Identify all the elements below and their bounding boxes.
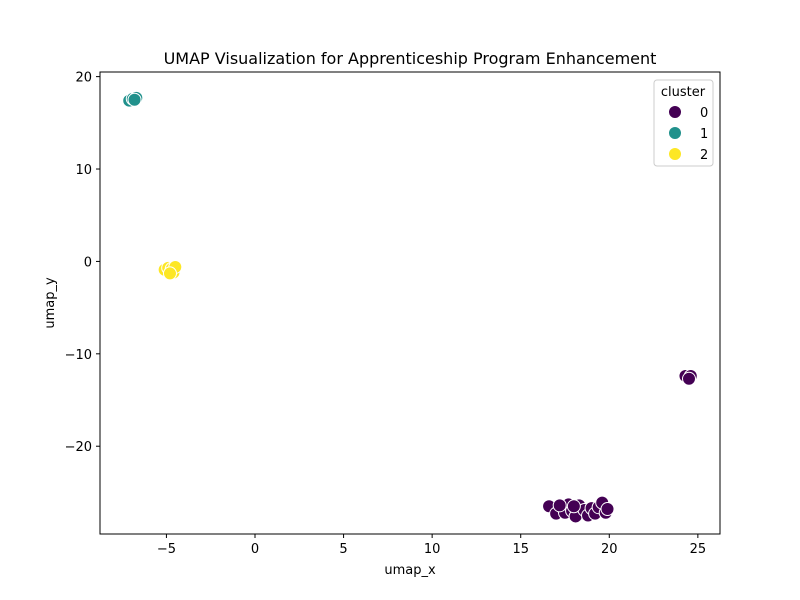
legend-title: cluster: [661, 85, 706, 100]
plot-frame: [99, 71, 721, 535]
x-tick-label: 20: [601, 542, 618, 557]
scatter-point-cluster-0: [552, 498, 567, 513]
legend-label-0: 0: [700, 106, 708, 121]
scatter-point-cluster-0: [682, 371, 696, 386]
x-tick-label: 25: [690, 542, 707, 557]
x-tick-label: 5: [339, 542, 347, 557]
plot-area: [122, 90, 698, 524]
y-tick-label: 20: [75, 71, 92, 86]
y-tick-label: −10: [65, 348, 92, 363]
chart-title: UMAP Visualization for Apprenticeship Pr…: [164, 49, 657, 68]
scatter-point-cluster-1: [127, 92, 142, 107]
legend-label-1: 1: [700, 127, 708, 142]
x-tick-label: 15: [512, 542, 529, 557]
y-tick-label: 10: [75, 163, 92, 178]
x-axis-label: umap_x: [384, 563, 436, 578]
y-tick-label: −20: [65, 440, 92, 455]
y-axis-label: umap_y: [43, 277, 58, 329]
legend-marker-0: [668, 105, 682, 119]
x-tick-label: 0: [251, 542, 259, 557]
y-tick-label: 0: [84, 255, 92, 270]
legend-marker-1: [668, 126, 682, 140]
legend-box: [653, 79, 714, 167]
legend-marker-2: [668, 147, 682, 161]
x-tick-label: 10: [424, 542, 441, 557]
legend: cluster 0 1 2: [653, 79, 714, 167]
scatter-point-cluster-0: [566, 499, 581, 514]
x-tick-label: −5: [157, 542, 176, 557]
scatter-point-cluster-2: [162, 266, 177, 281]
scatter-point-cluster-0: [600, 502, 615, 517]
legend-label-2: 2: [700, 148, 708, 163]
